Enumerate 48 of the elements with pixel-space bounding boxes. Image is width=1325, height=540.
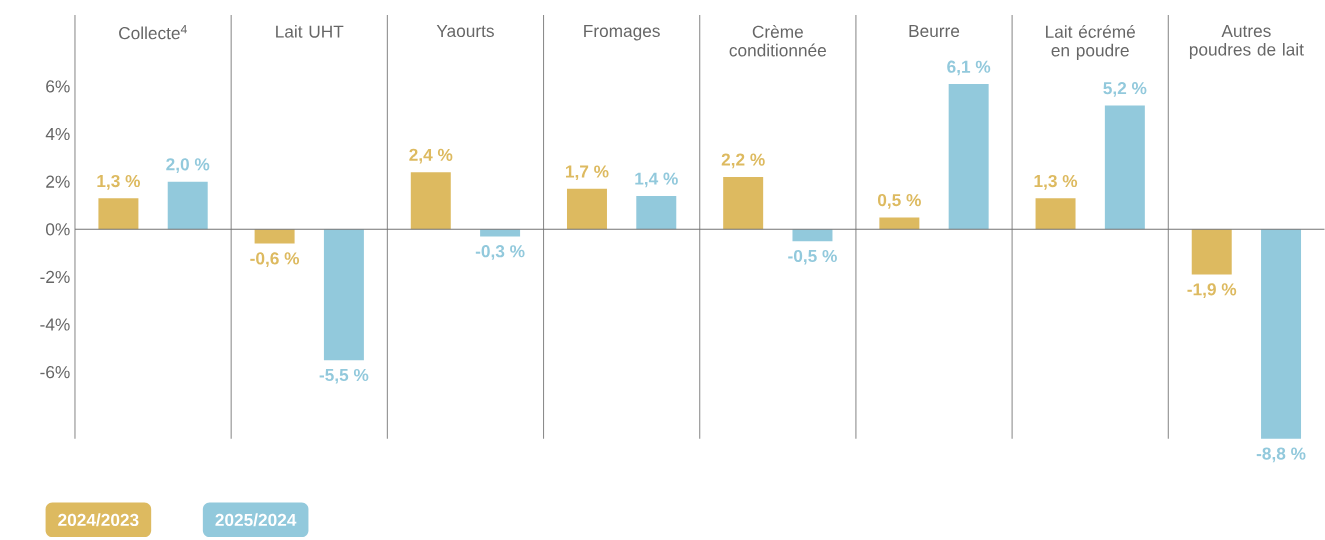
data-label: -1,9 %	[1187, 283, 1237, 299]
data-label: 5,2 %	[1103, 82, 1147, 97]
y-tick-label: 0%	[46, 223, 70, 236]
bar	[254, 229, 295, 244]
x-tick-label: Autres poudres de lait	[1189, 25, 1304, 60]
bar	[566, 188, 607, 230]
data-label: 2,4 %	[409, 148, 453, 164]
data-label: 2,0 %	[166, 158, 210, 174]
data-label: 2,2 %	[721, 153, 765, 169]
data-label: 1,3 %	[97, 175, 141, 190]
data-label: 0,5 %	[877, 194, 921, 209]
x-tick-label: Collecte$^{4}$	[119, 25, 187, 40]
bar	[167, 181, 208, 230]
y-tick-label: 6%	[46, 80, 70, 93]
data-label: -8,8 %	[1256, 447, 1306, 463]
data-label: 6,1 %	[947, 60, 991, 76]
text: 2024/2023	[58, 513, 139, 527]
y-tick-label: -4%	[40, 318, 70, 331]
y-tick-label: 4%	[45, 128, 70, 141]
bar	[98, 198, 139, 230]
bar	[723, 177, 764, 230]
bar	[1035, 198, 1076, 230]
bar	[1261, 229, 1302, 439]
data-label: -0,6 %	[250, 252, 300, 268]
y-tick-label: 2%	[46, 175, 70, 188]
bar	[323, 229, 364, 361]
x-tick-label: Lait UHT	[276, 25, 344, 38]
x-tick-label: Fromages	[584, 25, 660, 41]
bar	[1191, 229, 1232, 275]
data-label: 1,7 %	[565, 165, 609, 181]
bar	[792, 229, 833, 242]
data-label: 1,4 %	[635, 172, 678, 188]
x-tick-label: Beurre	[909, 25, 960, 38]
bar	[636, 196, 677, 230]
data-label: -0,3 %	[475, 245, 525, 260]
bar	[948, 84, 989, 230]
data-label: -0,5 %	[788, 249, 837, 265]
x-tick-label: Lait écrémé en poudre	[1046, 25, 1135, 60]
y-tick-label: -6%	[40, 366, 70, 379]
bar	[410, 172, 451, 230]
y-tick-label: -2%	[40, 270, 70, 284]
bar	[879, 217, 920, 230]
data-label: -5,5 %	[319, 369, 369, 384]
bar	[1104, 105, 1145, 230]
data-label: 1,3 %	[1034, 175, 1078, 190]
x-tick-label: Crème conditionnée	[729, 25, 826, 57]
text: 2025/2024	[215, 513, 297, 527]
x-tick-label: Yaourts	[436, 25, 494, 38]
